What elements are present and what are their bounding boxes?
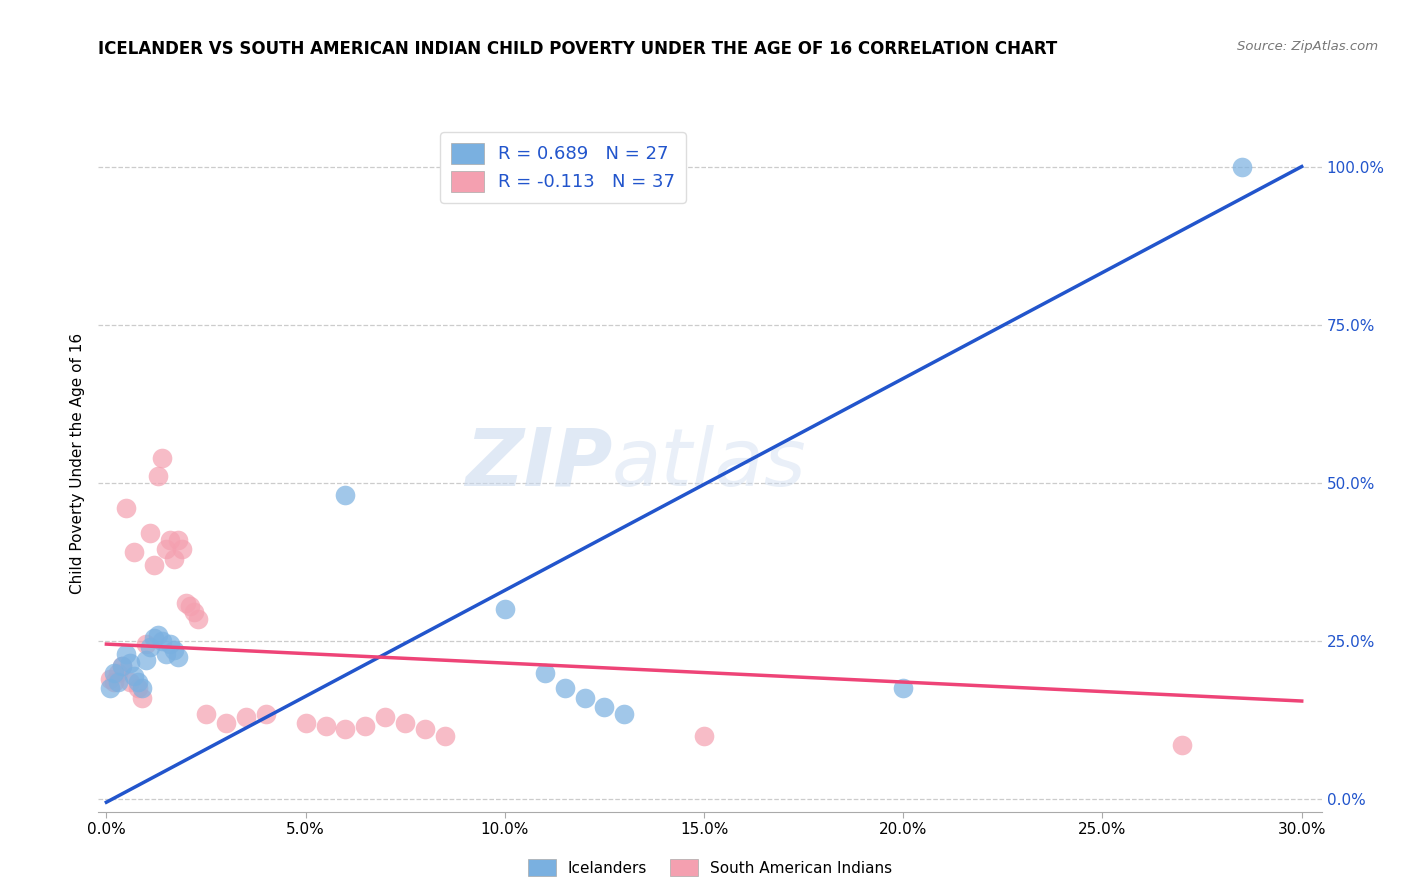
Point [148,469,170,483]
Text: ICELANDER VS SOUTH AMERICAN INDIAN CHILD POVERTY UNDER THE AGE OF 16 CORRELATION: ICELANDER VS SOUTH AMERICAN INDIAN CHILD… [98,40,1057,58]
Point [148,627,170,641]
Point [187,612,209,626]
Point [124,545,146,559]
Point [100,672,122,686]
Point [120,675,142,690]
Point [1230,160,1253,174]
Point [111,659,134,673]
Point [107,675,129,690]
Point [103,675,125,690]
Point [494,602,516,616]
Point [127,681,149,696]
Point [159,533,181,547]
Point [143,631,166,645]
Point [111,659,134,673]
Point [593,700,616,714]
Point [413,723,436,737]
Point [107,665,129,680]
Point [150,634,173,648]
Point [195,706,218,721]
Point [139,640,162,655]
Point [1171,739,1194,753]
Point [159,637,181,651]
Point [143,558,166,572]
Point [574,690,596,705]
Point [183,606,205,620]
Point [174,596,197,610]
Y-axis label: Child Poverty Under the Age of 16: Child Poverty Under the Age of 16 [69,334,84,594]
Point [115,647,138,661]
Point [100,681,122,696]
Text: Source: ZipAtlas.com: Source: ZipAtlas.com [1237,40,1378,54]
Point [167,649,190,664]
Point [354,719,377,733]
Point [254,706,277,721]
Point [554,681,576,696]
Point [127,675,149,690]
Point [315,719,337,733]
Point [374,710,396,724]
Point [533,665,555,680]
Text: atlas: atlas [612,425,807,503]
Point [167,533,190,547]
Point [131,690,153,705]
Point [139,526,162,541]
Point [135,637,157,651]
Point [135,653,157,667]
Point [163,551,186,566]
Point [115,501,138,516]
Point [163,643,186,657]
Point [150,450,173,465]
Point [172,542,194,557]
Point [294,716,316,731]
Legend: Icelanders, South American Indians: Icelanders, South American Indians [520,851,900,884]
Point [335,488,357,502]
Point [394,716,416,731]
Point [120,656,142,670]
Point [235,710,257,724]
Point [434,729,457,743]
Point [179,599,201,614]
Point [131,681,153,696]
Point [155,647,177,661]
Point [891,681,914,696]
Point [693,729,716,743]
Point [155,542,177,557]
Point [124,669,146,683]
Point [103,665,125,680]
Point [613,706,636,721]
Text: ZIP: ZIP [465,425,612,503]
Point [215,716,238,731]
Point [335,723,357,737]
